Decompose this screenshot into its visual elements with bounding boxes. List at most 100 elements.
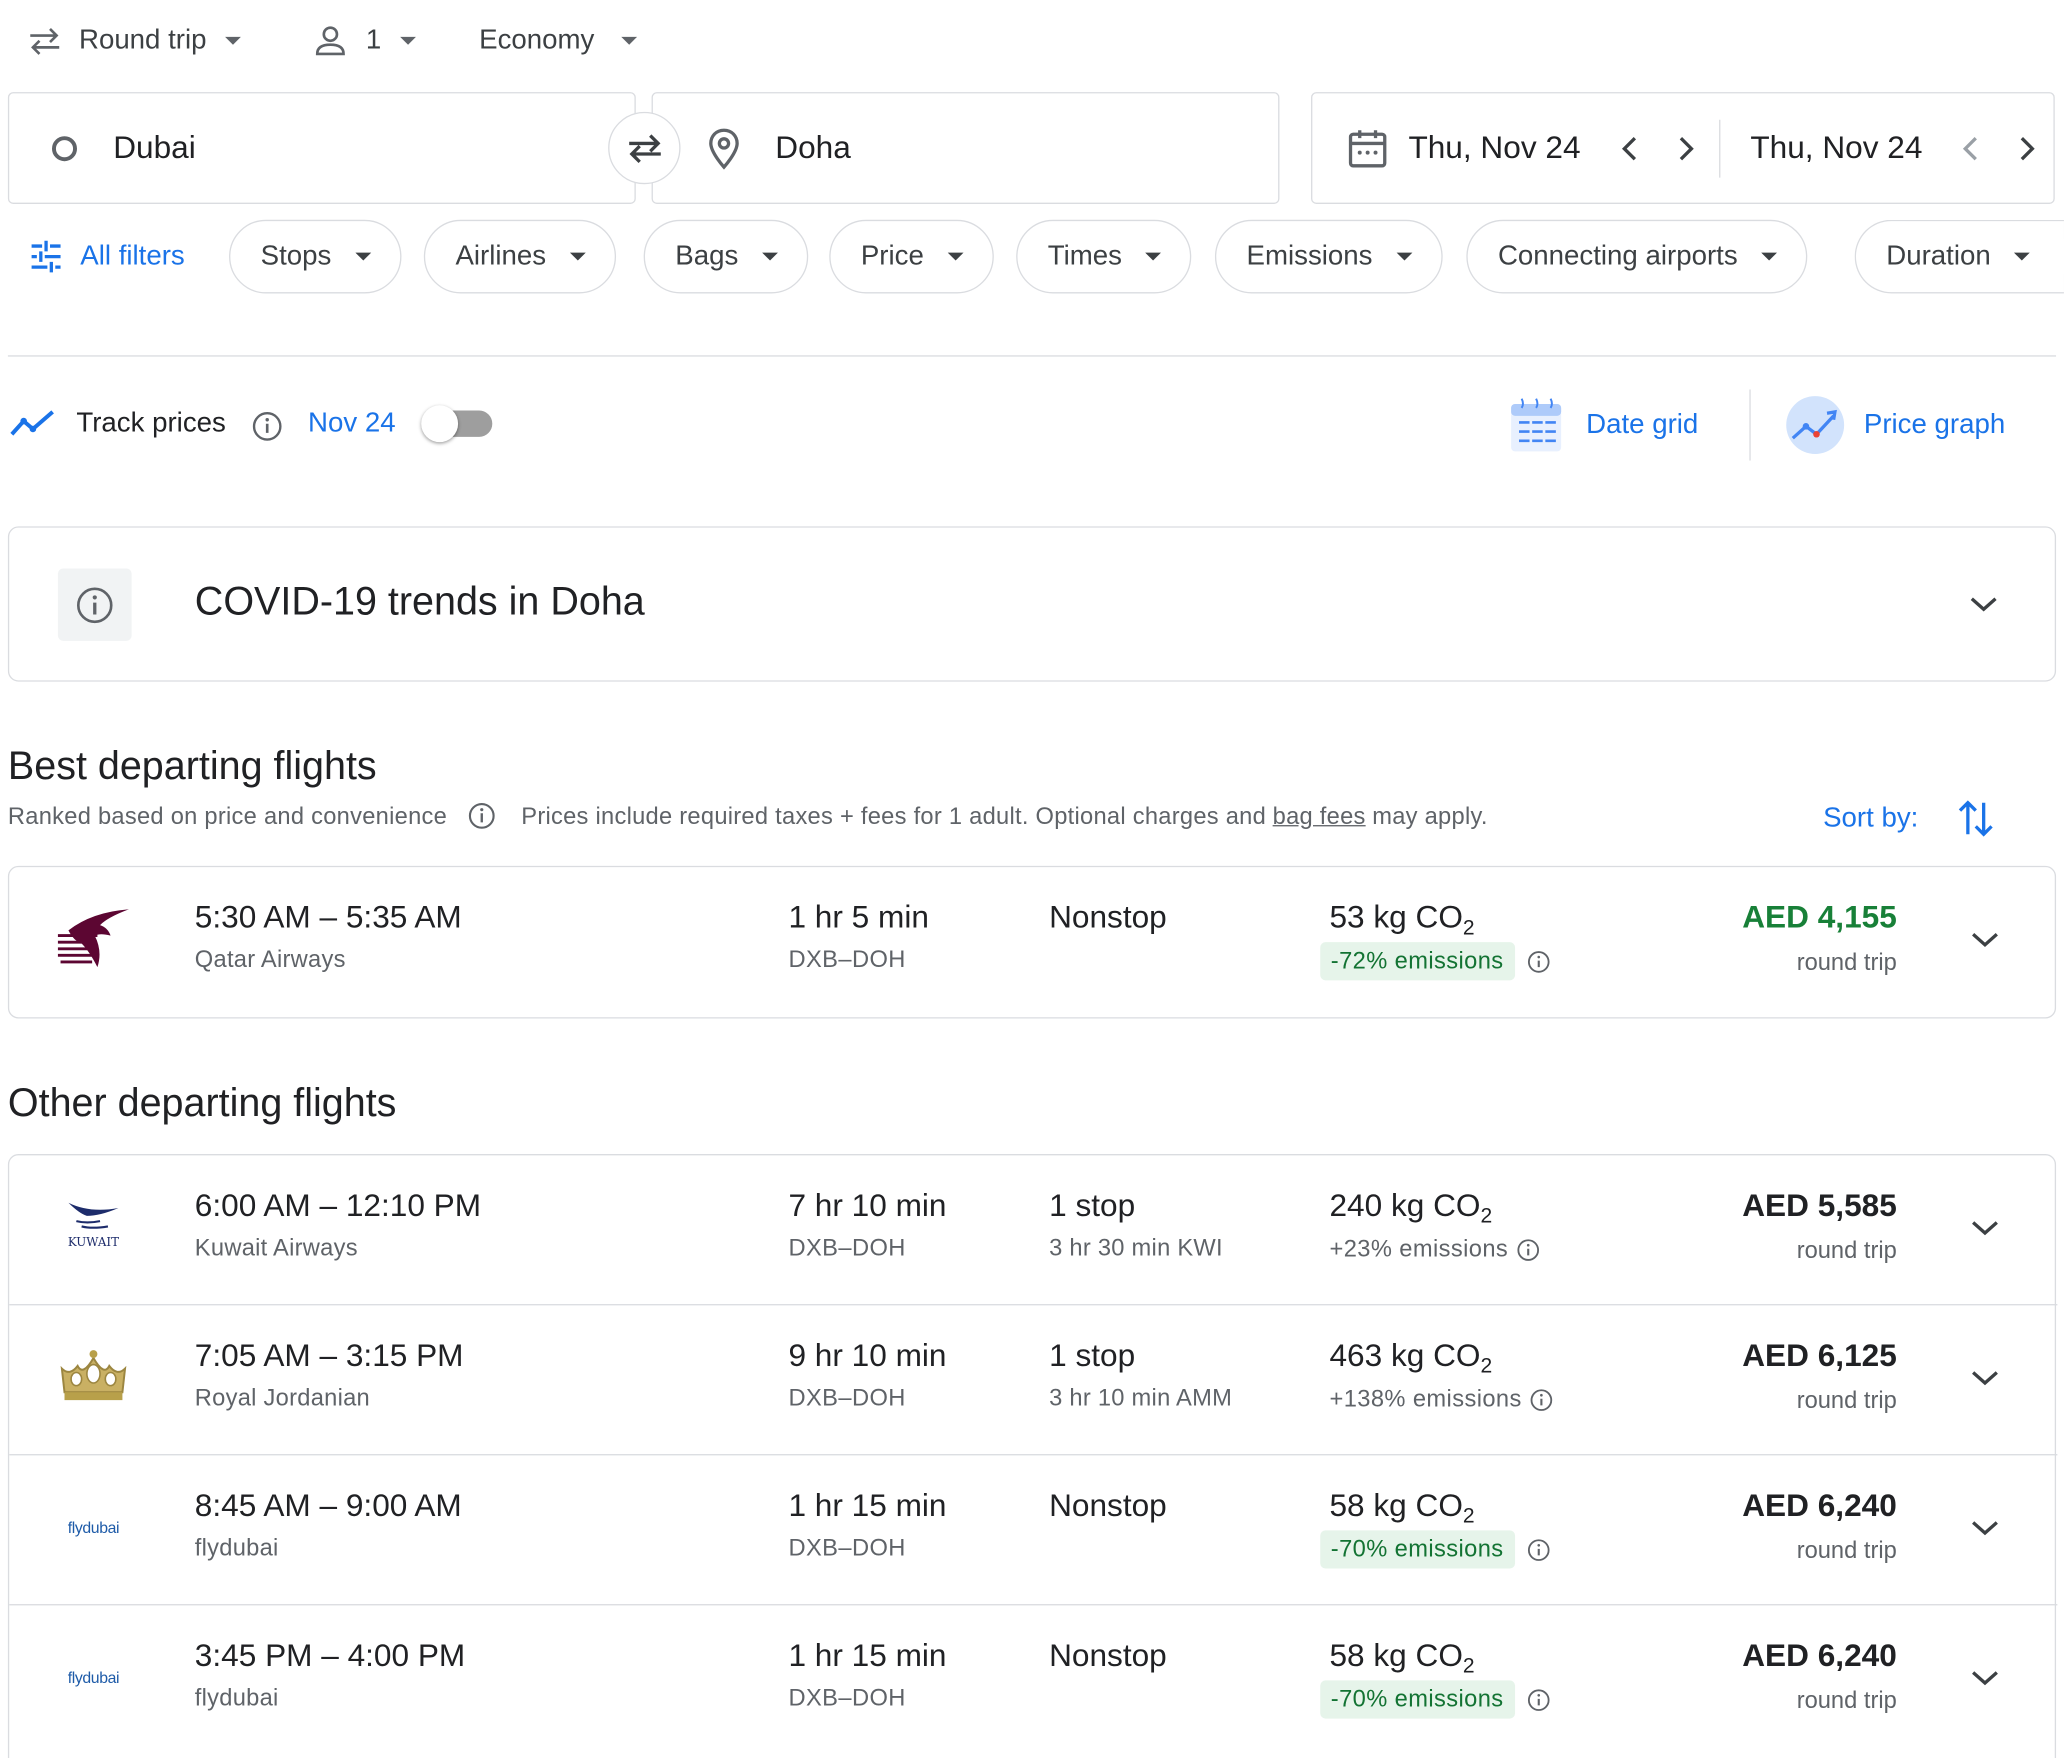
flight-stops: Nonstop xyxy=(1049,900,1167,936)
tools-divider xyxy=(1749,389,1751,461)
chip-label: Price xyxy=(860,240,924,272)
filter-chip-bags[interactable]: Bags xyxy=(643,219,809,294)
co2-amount: 58 kg CO2 xyxy=(1329,1488,1474,1527)
chevron-down-icon xyxy=(569,252,586,261)
depart-prev-date-button[interactable] xyxy=(1609,128,1648,167)
ranked-note: Ranked based on price and convenience xyxy=(7,802,448,830)
passengers-count: 1 xyxy=(365,25,382,56)
filter-chip-airlines[interactable]: Airlines xyxy=(423,219,616,294)
chip-label: Airlines xyxy=(455,240,547,272)
filter-chip-emissions[interactable]: Emissions xyxy=(1214,219,1443,294)
chip-label: Emissions xyxy=(1246,240,1373,272)
filter-chip-times[interactable]: Times xyxy=(1016,219,1192,294)
airline-name: Kuwait Airways xyxy=(194,1234,358,1261)
flight-times: 3:45 PM – 4:00 PM xyxy=(194,1638,466,1674)
depart-next-date-button[interactable] xyxy=(1666,128,1705,167)
info-icon[interactable] xyxy=(467,801,496,830)
swap-arrows-icon xyxy=(30,28,60,55)
destination-field[interactable]: Doha xyxy=(651,92,1280,204)
info-icon[interactable] xyxy=(1530,1388,1554,1412)
chevron-down-icon xyxy=(1761,252,1778,261)
price-type: round trip xyxy=(1796,1536,1897,1564)
filter-chip-duration[interactable]: Duration xyxy=(1854,219,2064,294)
prices-note-tail: may apply. xyxy=(1372,802,1488,830)
trending-icon xyxy=(10,410,54,436)
trip-type-select[interactable]: Round trip xyxy=(26,18,241,63)
chevron-down-icon xyxy=(224,36,241,45)
price-type: round trip xyxy=(1796,948,1897,976)
swap-locations-button[interactable] xyxy=(608,111,681,185)
depart-date[interactable]: Thu, Nov 24 xyxy=(1408,129,1581,166)
chevron-down-icon xyxy=(355,252,371,261)
other-flights-heading: Other departing flights xyxy=(7,1081,397,1126)
co2-subscript: 2 xyxy=(1480,1205,1493,1228)
emissions-info: -70% emissions xyxy=(1320,1530,1551,1569)
emissions-badge: +23% emissions xyxy=(1329,1235,1509,1262)
price-graph-button[interactable]: Price graph xyxy=(1784,395,2005,456)
swap-icon xyxy=(628,133,661,163)
all-filters-label: All filters xyxy=(80,240,185,272)
passengers-select[interactable]: 1 xyxy=(313,18,416,63)
sort-by-button[interactable]: Sort by: xyxy=(1823,795,1995,842)
bag-fees-link[interactable]: bag fees xyxy=(1272,802,1366,830)
filter-chip-connecting-airports[interactable]: Connecting airports xyxy=(1466,219,1808,294)
chevron-down-icon xyxy=(620,36,637,45)
expand-flight-button[interactable] xyxy=(1965,1358,2004,1397)
covid-trends-card[interactable]: COVID-19 trends in Doha xyxy=(7,526,2057,682)
info-icon[interactable] xyxy=(251,411,283,443)
co2-value: 58 kg CO xyxy=(1329,1488,1463,1524)
co2-amount: 53 kg CO2 xyxy=(1329,900,1475,940)
chevron-down-icon[interactable] xyxy=(1968,593,2000,614)
origin-field[interactable]: Dubai xyxy=(7,92,636,204)
covid-info-badge xyxy=(57,568,132,641)
flight-row[interactable]: flydubai 3:45 PM – 4:00 PM flydubai 1 hr… xyxy=(9,1605,2057,1755)
return-date[interactable]: Thu, Nov 24 xyxy=(1750,129,1923,166)
info-icon[interactable] xyxy=(1516,1238,1540,1262)
flight-duration: 7 hr 10 min xyxy=(788,1188,947,1224)
prices-note: Prices include required taxes + fees for… xyxy=(521,803,1487,831)
co2-subscript: 2 xyxy=(1462,917,1475,940)
flight-price: AED 5,585 xyxy=(1742,1188,1897,1224)
date-range-field[interactable]: Thu, Nov 24 Thu, Nov 24 xyxy=(1311,92,2055,204)
flight-duration: 1 hr 15 min xyxy=(788,1488,947,1524)
flight-row[interactable]: flydubai 8:45 AM – 9:00 AM flydubai 1 hr… xyxy=(9,1455,2058,1606)
co2-amount: 463 kg CO2 xyxy=(1329,1338,1492,1377)
chevron-down-icon xyxy=(947,252,964,261)
date-grid-button[interactable]: Date grid xyxy=(1508,395,1698,456)
emissions-badge: +138% emissions xyxy=(1329,1385,1522,1412)
trip-type-label: Round trip xyxy=(78,25,207,56)
emissions-info: -72% emissions xyxy=(1320,942,1551,981)
filter-chip-price[interactable]: Price xyxy=(829,219,994,294)
expand-flight-button[interactable] xyxy=(1965,1508,2004,1547)
flight-row[interactable]: KUWAIT 6:00 AM – 12:10 PM Kuwait Airways… xyxy=(9,1155,2058,1306)
airline-name: Royal Jordanian xyxy=(194,1384,370,1411)
track-prices-label: Track prices xyxy=(76,407,226,439)
emissions-info: +23% emissions xyxy=(1320,1230,1540,1268)
info-icon[interactable] xyxy=(1527,949,1551,973)
info-icon[interactable] xyxy=(1527,1688,1551,1712)
all-filters-button[interactable]: All filters xyxy=(29,234,185,279)
flight-price: AED 6,240 xyxy=(1742,1488,1897,1524)
filter-chip-stops[interactable]: Stops xyxy=(229,219,402,294)
track-prices-toggle[interactable] xyxy=(421,405,495,443)
flight-row[interactable]: 5:30 AM – 5:35 AM Qatar Airways 1 hr 5 m… xyxy=(9,867,2057,1017)
sort-by-label: Sort by: xyxy=(1823,802,1919,833)
flight-duration: 9 hr 10 min xyxy=(788,1338,947,1374)
toggle-thumb xyxy=(421,405,459,443)
co2-value: 463 kg CO xyxy=(1329,1338,1481,1374)
tune-icon xyxy=(31,240,61,273)
return-next-date-button[interactable] xyxy=(2008,128,2047,167)
flight-times: 6:00 AM – 12:10 PM xyxy=(194,1188,482,1224)
expand-flight-button[interactable] xyxy=(1965,1208,2004,1247)
qatar-airways-logo xyxy=(54,900,133,979)
info-icon[interactable] xyxy=(1527,1538,1551,1562)
expand-flight-button[interactable] xyxy=(1965,1658,2004,1697)
cabin-class-select[interactable]: Economy xyxy=(479,18,637,63)
best-flights-heading: Best departing flights xyxy=(7,744,377,789)
return-prev-date-button[interactable] xyxy=(1951,128,1990,167)
chip-label: Stops xyxy=(260,240,332,272)
chevron-down-icon xyxy=(1972,933,1998,948)
expand-flight-button[interactable] xyxy=(1965,920,2004,959)
date-grid-label: Date grid xyxy=(1586,409,1699,440)
flight-row[interactable]: 7:05 AM – 3:15 PM Royal Jordanian 9 hr 1… xyxy=(9,1305,2058,1456)
